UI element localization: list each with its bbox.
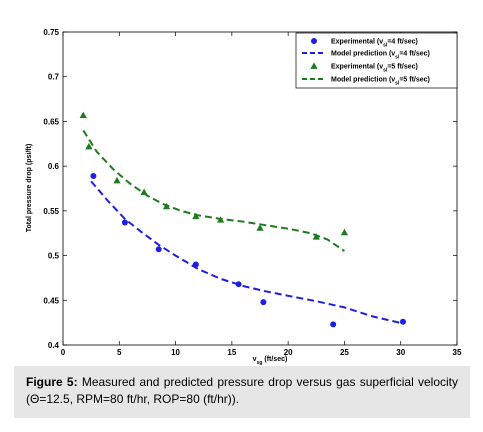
legend-circle-swatch [311, 38, 317, 44]
x-tick-label: 10 [171, 348, 180, 357]
caption-text: Measured and predicted pressure drop ver… [26, 375, 459, 406]
series-line [90, 180, 404, 325]
legend-entry: Model prediction (vsl=5 ft/sec) [331, 77, 430, 87]
series-1 [90, 180, 404, 325]
data-point [79, 111, 87, 119]
series-3 [82, 129, 345, 252]
y-tick-label: 0.7 [48, 73, 60, 82]
data-point [256, 224, 264, 231]
data-point [85, 142, 93, 150]
data-point [399, 318, 406, 325]
data-point [90, 172, 97, 179]
data-point [140, 188, 148, 195]
y-tick-label: 0.55 [43, 207, 59, 216]
cropped-text-line [180, 424, 483, 432]
y-tick-label: 0.75 [43, 28, 59, 37]
x-tick-label: 25 [340, 348, 349, 357]
legend-triangle-swatch [310, 62, 318, 69]
x-tick-label: 5 [117, 348, 122, 357]
x-tick-label: 35 [453, 348, 462, 357]
legend-entry: Experimental (vsl=4 ft/sec) [331, 39, 418, 49]
x-tick-label: 30 [396, 348, 405, 357]
data-point [330, 321, 337, 328]
data-point [340, 228, 349, 236]
data-point [113, 176, 121, 184]
data-point [121, 219, 128, 226]
series-line [82, 129, 345, 252]
y-tick-label: 0.5 [48, 252, 60, 261]
chart-figure: 0 5 10 15 20 25 30 35 0.4 0.45 0.5 0.55 0.6 0.65 0.7 0.… [26, 28, 462, 366]
caption-label: Figure 5: [26, 375, 78, 389]
x-tick-label: 20 [284, 348, 293, 357]
y-tick-label: 0.6 [48, 162, 60, 171]
y-tick-label: 0.45 [43, 296, 59, 305]
figure-caption: Figure 5: Measured and predicted pressur… [14, 366, 470, 418]
series-0 [90, 172, 406, 328]
data-point [312, 233, 320, 240]
legend-entry: Model prediction (vsl=4 ft/sec) [331, 51, 430, 61]
legend-entry: Experimental (vsl=5 ft/sec) [331, 64, 418, 74]
data-point [155, 246, 162, 253]
data-point [260, 299, 267, 306]
x-axis-label: vsg (ft/sec) [253, 356, 288, 366]
x-tick-label: 15 [227, 348, 236, 357]
legend: Experimental (vsl=4 ft/sec) Model predict… [295, 32, 458, 89]
x-tick-label: 0 [61, 348, 66, 357]
y-tick-label: 0.4 [48, 341, 60, 350]
series-layer [79, 111, 406, 328]
data-point [192, 212, 200, 220]
y-axis-label: Total pressure drop (psi/ft) [26, 144, 33, 233]
y-tick-label: 0.65 [43, 117, 59, 126]
